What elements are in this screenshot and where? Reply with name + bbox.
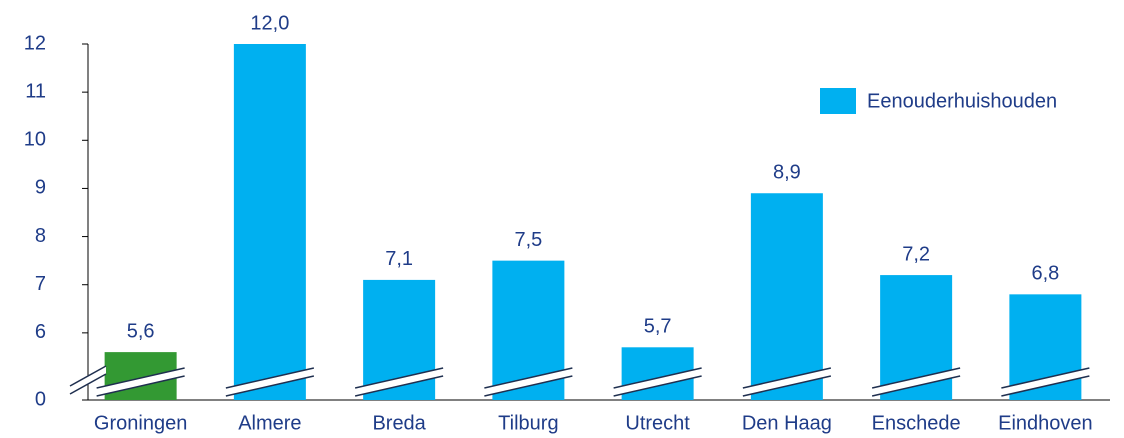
value-label: 5,7	[644, 316, 672, 338]
axis-break	[742, 368, 831, 396]
value-label: 7,2	[902, 243, 930, 265]
legend-label: Eenouderhuishouden	[867, 90, 1057, 112]
bar	[750, 193, 823, 400]
axis-break	[872, 368, 961, 396]
axis-break-line	[1001, 367, 1090, 389]
value-label: 6,8	[1031, 263, 1059, 285]
y-tick-label: 8	[35, 225, 46, 247]
axis-break-line	[96, 375, 185, 397]
axis-break-line	[69, 373, 107, 395]
axis-break-line	[96, 367, 185, 389]
value-label: 12,0	[250, 12, 289, 34]
x-tick-label: Eindhoven	[998, 412, 1093, 434]
value-label: 5,6	[127, 320, 155, 342]
axis-break-line	[484, 375, 573, 397]
axis-break-line	[871, 375, 961, 397]
y-tick-label: 0	[35, 388, 46, 410]
axis-break	[225, 368, 314, 396]
axis-break	[70, 366, 106, 394]
x-tick-label: Tilburg	[498, 412, 558, 434]
axis-break	[1001, 368, 1090, 396]
axis-break-line	[742, 367, 832, 389]
y-tick-label: 12	[24, 32, 46, 54]
value-label: 7,5	[514, 229, 542, 251]
axis-break-line	[742, 375, 832, 397]
axis-break-line	[225, 367, 315, 389]
axis-break-line	[354, 375, 444, 397]
axis-break	[355, 368, 444, 396]
legend-swatch	[820, 88, 856, 114]
axis-break	[484, 368, 573, 396]
bar	[233, 44, 306, 400]
x-tick-label: Breda	[372, 412, 426, 434]
axis-break	[96, 368, 185, 396]
x-tick-label: Groningen	[94, 412, 187, 434]
axis-break-line	[871, 367, 961, 389]
value-label: 8,9	[773, 162, 801, 184]
x-tick-label: Almere	[238, 412, 301, 434]
axis-break-line	[69, 365, 107, 387]
axis-break	[613, 368, 702, 396]
y-tick-label: 6	[35, 321, 46, 343]
y-tick-label: 10	[24, 129, 46, 151]
y-tick-label: 11	[25, 80, 46, 102]
y-tick-label: 7	[35, 273, 46, 295]
axis-break-line	[484, 367, 573, 389]
axis-break-line	[354, 367, 444, 389]
x-tick-label: Den Haag	[742, 412, 832, 434]
y-tick-label: 9	[35, 177, 46, 199]
axis-break-line	[1001, 375, 1090, 397]
axis-break-line	[613, 375, 702, 397]
value-label: 7,1	[385, 248, 413, 270]
x-tick-label: Enschede	[872, 412, 961, 434]
x-tick-label: Utrecht	[625, 412, 690, 434]
axis-break-line	[225, 375, 315, 397]
axis-break-line	[613, 367, 702, 389]
